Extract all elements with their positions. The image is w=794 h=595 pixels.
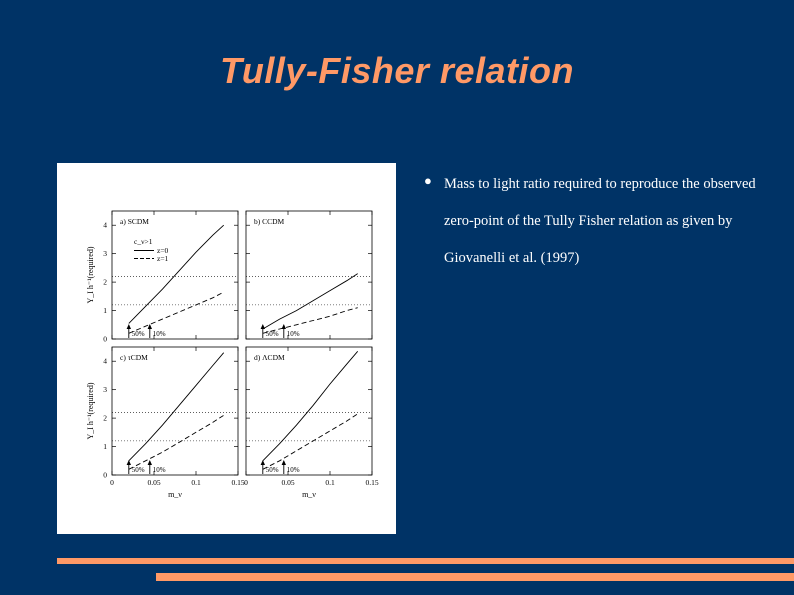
y-tick-label: 4 (103, 357, 107, 366)
arrow-label: 10% (287, 466, 300, 474)
bullet-text: Mass to light ratio required to reproduc… (444, 176, 756, 266)
tully-fisher-chart: 0 1 2 3 4 a) SCDM 50% 10% b) CCDM 50% 10% 0 1 2 3 4 0 0.0… (86, 210, 379, 499)
panel-label: a) SCDM (120, 217, 149, 226)
accent-rule-top (57, 558, 794, 564)
x-tick-label: 0 (110, 478, 114, 487)
series-line-z1 (262, 307, 358, 334)
x-tick-label: 0 (244, 478, 248, 487)
arrow-head (147, 460, 152, 465)
y-tick-label: 1 (103, 306, 107, 315)
arrow-label: 50% (266, 330, 279, 338)
y-tick-label: 3 (103, 249, 107, 258)
x-tick-label: 0.15 (365, 478, 378, 487)
arrow-label: 10% (153, 466, 166, 474)
legend-entry: z=0 (157, 246, 169, 255)
y-tick-label: 2 (103, 414, 107, 423)
series-line-z1 (128, 414, 224, 470)
arrow-label: 50% (266, 466, 279, 474)
x-axis-label-right: m_ν (302, 490, 316, 499)
series-line-z0 (128, 224, 225, 324)
y-axis-label-bottom: Υ_I h⁻¹(required) (86, 382, 95, 439)
accent-rule-bottom (156, 573, 794, 581)
y-tick-label: 3 (103, 385, 107, 394)
arrow-head (260, 460, 265, 465)
panel-frame (245, 346, 373, 476)
series-line-z0 (262, 273, 358, 330)
y-tick-label: 0 (103, 471, 107, 480)
y-tick-label: 0 (103, 335, 107, 344)
x-tick-label: 0.05 (281, 478, 294, 487)
legend-condition: c_ν>1 (134, 237, 153, 246)
series-line-z1 (262, 413, 358, 470)
slide-title: Tully-Fisher relation (220, 50, 574, 91)
figure-panel: 0 1 2 3 4 a) SCDM 50% 10% b) CCDM 50% 10% 0 1 2 3 4 0 0.0… (57, 163, 396, 534)
x-tick-label: 0.15 (231, 478, 244, 487)
panel-label: d) ΛCDM (254, 353, 285, 362)
panel-label: b) CCDM (254, 217, 285, 226)
panel-frame (111, 346, 239, 476)
x-axis-label-left: m_ν (168, 490, 182, 499)
panel-frame (111, 210, 239, 340)
y-tick-label: 1 (103, 442, 107, 451)
arrow-head (281, 324, 286, 329)
legend-entry: z=1 (157, 254, 169, 263)
arrow-label: 10% (153, 330, 166, 338)
x-tick-label: 0.1 (325, 478, 335, 487)
arrow-head (147, 324, 152, 329)
series-line-z0 (262, 351, 359, 462)
x-tick-label: 0.1 (191, 478, 201, 487)
panel-label: c) τCDM (120, 353, 148, 362)
arrow-label: 50% (132, 466, 145, 474)
y-tick-label: 4 (103, 221, 107, 230)
arrow-head (260, 324, 265, 329)
panel-frame (245, 210, 373, 340)
series-line-z0 (128, 352, 225, 462)
arrow-head (126, 460, 131, 465)
x-tick-label: 0.05 (147, 478, 160, 487)
y-axis-label-top: Υ_I h⁻¹(required) (86, 246, 95, 303)
y-tick-label: 2 (103, 278, 107, 287)
series-line-z1 (128, 291, 224, 334)
arrow-head (281, 460, 286, 465)
arrow-label: 50% (132, 330, 145, 338)
arrow-label: 10% (287, 330, 300, 338)
arrow-head (126, 324, 131, 329)
bullet-icon: ● (424, 173, 432, 188)
